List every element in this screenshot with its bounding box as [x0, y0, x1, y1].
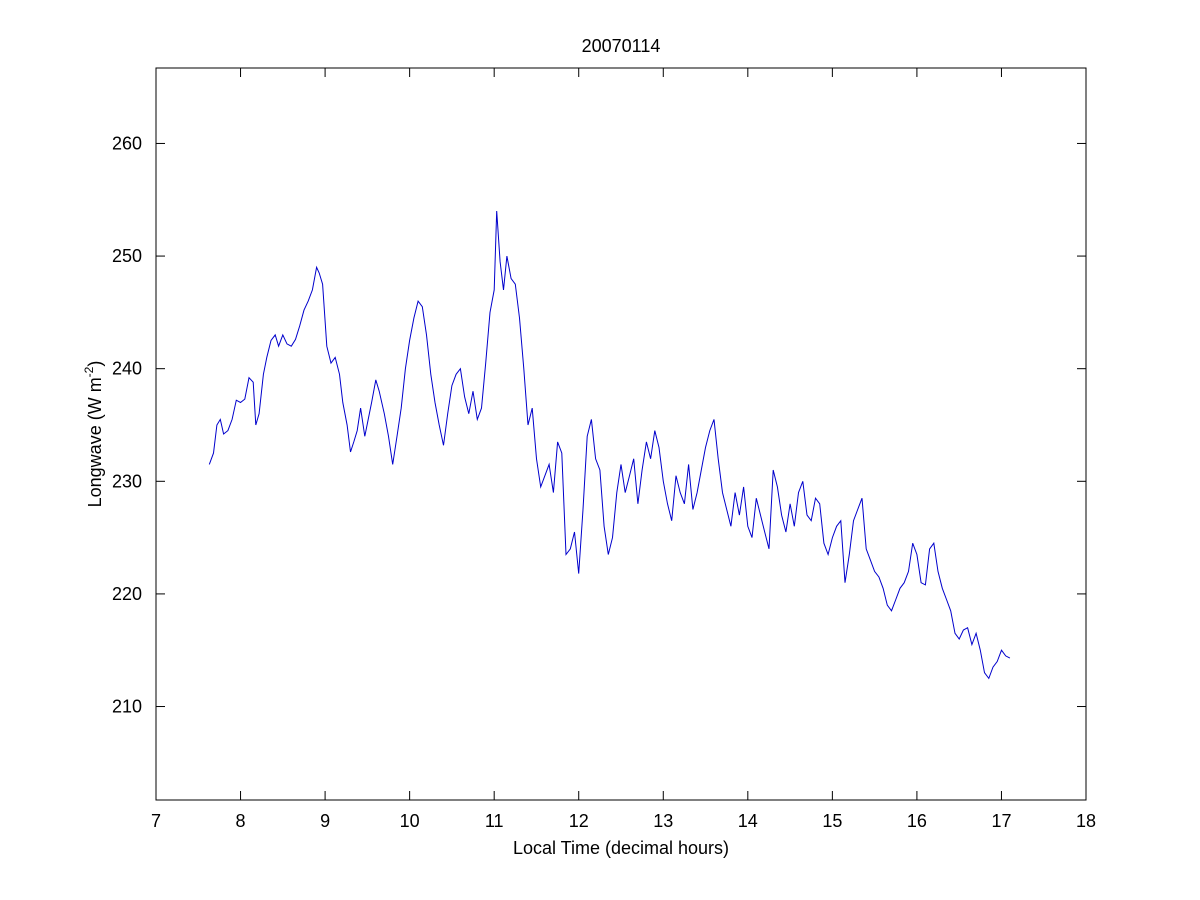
axis-tick-labels: 7 8 9 10 11 12 13 14 15 16 17 18 210 220 230 240 250 260: [112, 133, 1096, 831]
plot-area: [155, 67, 1087, 801]
x-tick-label: 12: [569, 811, 589, 831]
y-axis-label-superscript: -2: [82, 366, 96, 377]
x-tick-label: 16: [907, 811, 927, 831]
chart-title: 20070114: [582, 36, 661, 56]
y-tick-label: 230: [112, 471, 142, 491]
longwave-series-line: [208, 210, 1011, 680]
x-tick-label: 13: [653, 811, 673, 831]
x-tick-label: 7: [151, 811, 161, 831]
x-tick-label: 14: [738, 811, 758, 831]
y-axis-label: Longwave (W m-2): [82, 361, 105, 508]
y-tick-label: 220: [112, 584, 142, 604]
x-tick-label: 15: [822, 811, 842, 831]
x-tick-label: 18: [1076, 811, 1096, 831]
x-axis-label: Local Time (decimal hours): [513, 838, 729, 858]
x-tick-label: 11: [485, 811, 504, 831]
y-tick-label: 240: [112, 359, 142, 379]
x-tick-label: 17: [991, 811, 1011, 831]
y-tick-label: 250: [112, 246, 142, 266]
y-axis-label-close: ): [85, 361, 105, 367]
y-tick-label: 210: [112, 697, 142, 717]
y-tick-label: 260: [112, 133, 142, 153]
x-tick-label: 8: [236, 811, 246, 831]
x-tick-label: 9: [320, 811, 330, 831]
x-tick-label: 10: [400, 811, 420, 831]
y-axis-label-main: Longwave (W m: [85, 377, 105, 507]
axis-ticks: [155, 68, 1087, 800]
